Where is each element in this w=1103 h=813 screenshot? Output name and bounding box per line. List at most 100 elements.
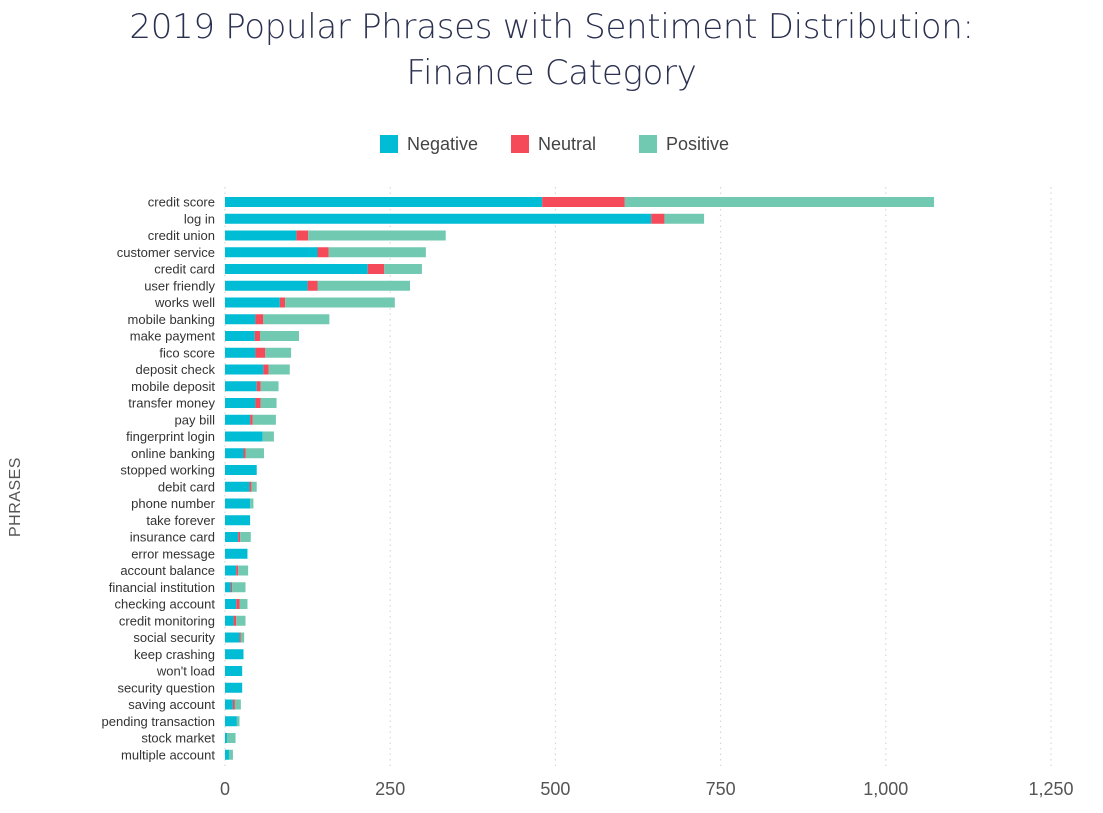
bar-neutral-financial-institution [230, 582, 233, 593]
bar-neutral-credit-score [542, 197, 625, 207]
bar-neutral-works-well [279, 297, 286, 308]
bar-positive-pending-transaction [236, 716, 240, 727]
chart-title-line-1: 2019 Popular Phrases with Sentiment Dist… [129, 7, 974, 47]
category-label: mobile deposit [131, 379, 215, 394]
bar-neutral-saving-account [232, 699, 235, 710]
bar-neutral-insurance-card [238, 532, 241, 542]
bar-negative-stock-market [225, 733, 227, 743]
legend-item-neutral[interactable]: Neutral [511, 132, 596, 156]
category-label: deposit check [136, 362, 216, 377]
bar-negative-social-security [225, 632, 240, 643]
bar-neutral-deposit-check [263, 364, 269, 375]
bar-positive-fingerprint-login [262, 431, 274, 442]
bar-positive-social-security [240, 632, 245, 643]
bar-neutral-checking-account [236, 599, 240, 609]
category-label: customer service [117, 245, 215, 260]
category-label: credit card [154, 262, 215, 277]
bar-positive-financial-institution [232, 582, 246, 593]
category-label: fico score [159, 345, 215, 360]
x-tick-label-0: 0 [220, 779, 230, 799]
category-label: user friendly [144, 278, 215, 293]
bar-negative-error-message [225, 548, 248, 559]
bar-positive-insurance-card [240, 532, 251, 542]
legend-item-negative[interactable]: Negative [380, 132, 478, 156]
category-label: credit monitoring [119, 613, 215, 628]
bar-negative-log-in [225, 213, 652, 224]
bar-positive-user-friendly [317, 280, 411, 291]
bar-positive-checking-account [239, 599, 248, 609]
category-label: error message [131, 546, 215, 561]
bar-negative-customer-service [225, 247, 318, 258]
x-tick-label-500: 500 [540, 779, 570, 799]
bar-negative-deposit-check [225, 364, 264, 375]
bar-neutral-user-friendly [307, 280, 318, 291]
bar-negative-phone-number [225, 498, 251, 509]
bar-positive-debit-card [251, 481, 257, 492]
legend-swatch-negative [380, 135, 398, 153]
category-label: stopped working [120, 463, 215, 478]
category-label: online banking [131, 446, 215, 461]
legend-label-positive: Positive [666, 133, 730, 154]
bar-neutral-pay-bill [250, 414, 253, 425]
bar-negative-security-question [225, 682, 243, 693]
legend: Negative Neutral Positive [0, 132, 1103, 156]
bar-neutral-credit-monitoring [233, 615, 237, 626]
category-label: saving account [128, 697, 215, 712]
category-label: fingerprint login [126, 429, 215, 444]
category-label: log in [184, 211, 215, 226]
bar-negative-mobile-deposit [225, 381, 257, 392]
bar-negative-won-t-load [225, 666, 243, 676]
bar-positive-multiple-account [228, 749, 233, 760]
category-label: debit card [158, 479, 215, 494]
bar-positive-online-banking [245, 448, 264, 459]
category-label: financial institution [109, 580, 215, 595]
category-label: take forever [146, 513, 215, 528]
category-label: transfer money [128, 396, 215, 411]
category-label: multiple account [121, 747, 215, 762]
category-label: social security [133, 630, 215, 645]
category-label: credit union [148, 228, 215, 243]
x-tick-label-1000: 1,000 [863, 779, 908, 799]
bar-negative-works-well [225, 297, 280, 308]
category-label: works well [154, 295, 215, 310]
bar-positive-mobile-banking [263, 314, 330, 325]
bar-negative-multiple-account [225, 749, 229, 760]
bar-negative-credit-union [225, 230, 297, 241]
bar-positive-account-balance [238, 565, 249, 576]
bar-negative-keep-crashing [225, 649, 244, 660]
category-label: credit score [148, 195, 215, 210]
bar-negative-debit-card [225, 481, 250, 492]
bar-negative-stopped-working [225, 465, 257, 475]
bar-negative-make-payment [225, 331, 255, 341]
category-label: make payment [130, 329, 216, 344]
bar-positive-credit-monitoring [236, 615, 246, 626]
bar-neutral-customer-service [317, 247, 329, 258]
bar-neutral-credit-card [367, 264, 385, 274]
bar-positive-mobile-deposit [260, 381, 279, 392]
bar-positive-credit-card [384, 264, 422, 274]
bar-negative-pending-transaction [225, 716, 237, 727]
bar-negative-take-forever [225, 515, 251, 526]
bar-negative-user-friendly [225, 280, 308, 291]
x-tick-label-250: 250 [375, 779, 405, 799]
bar-positive-credit-score [624, 197, 935, 207]
bar-negative-mobile-banking [225, 314, 256, 325]
x-tick-label-750: 750 [706, 779, 736, 799]
legend-label-negative: Negative [407, 133, 479, 154]
bar-neutral-mobile-deposit [256, 381, 261, 392]
category-label: stock market [141, 731, 215, 746]
bar-positive-phone-number [250, 498, 254, 509]
bar-positive-credit-union [308, 230, 446, 241]
bar-positive-transfer-money [260, 398, 277, 408]
bar-neutral-transfer-money [255, 398, 261, 408]
category-label: checking account [115, 597, 216, 612]
bar-positive-stock-market [226, 733, 236, 743]
legend-item-positive[interactable]: Positive [639, 132, 729, 156]
bar-neutral-log-in [651, 213, 665, 224]
bar-positive-fico-score [265, 347, 292, 358]
category-label: pending transaction [102, 714, 215, 729]
bar-positive-works-well [285, 297, 395, 308]
bar-negative-fingerprint-login [225, 431, 263, 442]
category-label: security question [117, 680, 215, 695]
